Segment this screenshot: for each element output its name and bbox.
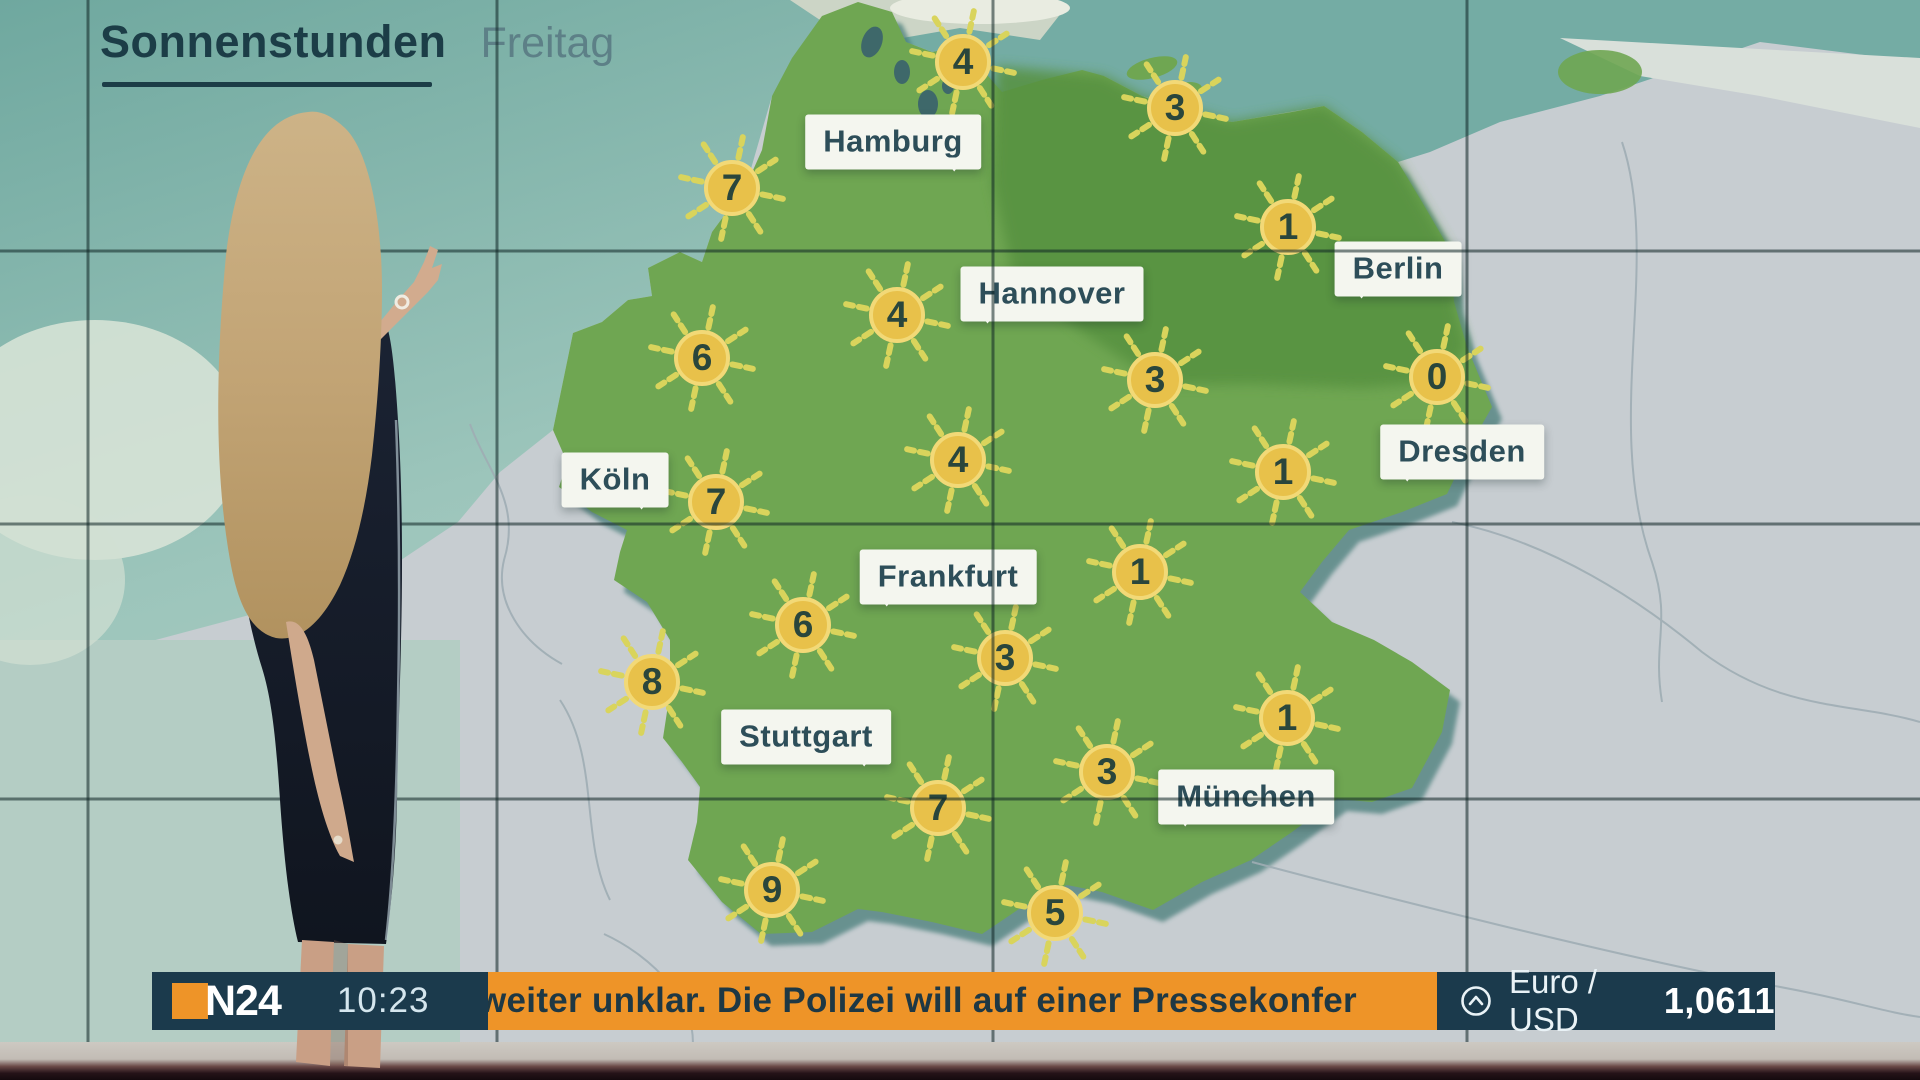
studio-floor — [0, 1042, 1920, 1080]
title-underline — [102, 82, 432, 87]
chevron-up-circle-icon — [1461, 986, 1491, 1016]
channel-name: N24 — [205, 976, 282, 1025]
page-title: Sonnenstunden — [100, 16, 447, 67]
program-title-block: Sonnenstunden Freitag — [100, 16, 614, 87]
market-quote-block: Euro / USD 1,0611 — [1437, 963, 1775, 1038]
market-pair-label: Euro / USD — [1509, 963, 1598, 1038]
lower-third-bar: N24 10:23 weiter unklar. Die Polizei wil… — [0, 963, 1920, 1038]
channel-block: N24 10:23 — [152, 972, 488, 1030]
pale-landmass-2 — [0, 495, 125, 665]
news-ticker: weiter unklar. Die Polizei will auf eine… — [488, 972, 1437, 1030]
news-ticker-text: weiter unklar. Die Polizei will auf eine… — [488, 981, 1357, 1020]
far-coast — [1560, 38, 1920, 128]
island-green — [1558, 50, 1642, 94]
country-borders — [469, 141, 1920, 1053]
title-day: Freitag — [480, 19, 615, 67]
market-value: 1,0611 — [1663, 980, 1775, 1021]
baltic-sea — [858, 0, 1920, 162]
clock-time: 10:23 — [336, 981, 430, 1020]
north-sea — [0, 0, 858, 1080]
n24-logo-icon — [172, 983, 208, 1019]
